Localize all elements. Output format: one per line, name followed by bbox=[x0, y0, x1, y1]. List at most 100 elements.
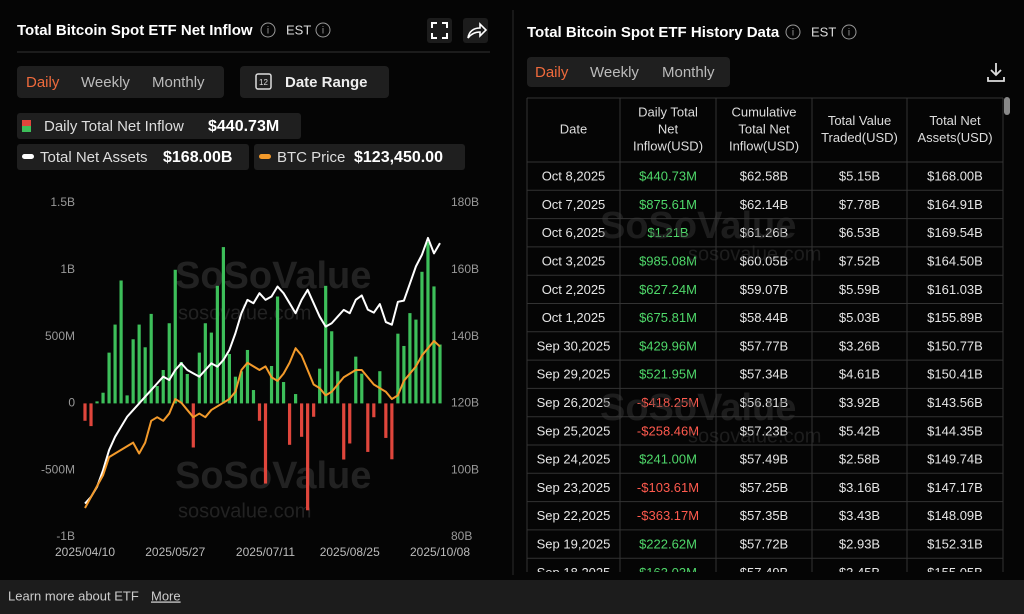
table-cell: $62.14B bbox=[740, 197, 788, 212]
x-tick-label: 2025/10/08 bbox=[410, 545, 470, 559]
table-cell: $57.25B bbox=[740, 480, 788, 495]
bar bbox=[113, 324, 117, 404]
bar bbox=[215, 285, 219, 404]
table-cell: Sep 22,2025 bbox=[537, 508, 611, 523]
table-cell: $57.49B bbox=[740, 565, 788, 580]
tab[interactable]: Weekly bbox=[590, 64, 639, 81]
tab[interactable]: Weekly bbox=[81, 74, 130, 91]
table-cell: $3.92B bbox=[839, 395, 880, 410]
y2-tick-label: 160B bbox=[451, 262, 479, 276]
column-header: Date bbox=[560, 121, 587, 136]
tab[interactable]: Daily bbox=[535, 64, 569, 81]
bar bbox=[287, 403, 292, 445]
scrollbar[interactable] bbox=[1004, 97, 1010, 115]
date-range-button[interactable] bbox=[240, 66, 389, 98]
bar bbox=[221, 247, 225, 404]
info-icon[interactable] bbox=[315, 22, 331, 38]
y-tick-label: 0 bbox=[68, 396, 75, 410]
table-cell: Sep 30,2025 bbox=[537, 338, 611, 353]
table-cell: $168.00B bbox=[927, 169, 983, 184]
info-icon[interactable] bbox=[260, 22, 276, 38]
table-cell: $164.50B bbox=[927, 253, 983, 268]
bar bbox=[318, 368, 322, 404]
x-tick-label: 2025/08/25 bbox=[320, 545, 380, 559]
bar bbox=[149, 313, 153, 404]
table-cell: $5.59B bbox=[839, 282, 880, 297]
table-cell: $429.96M bbox=[639, 338, 697, 353]
table-cell: $521.95M bbox=[639, 367, 697, 382]
table-cell: $3.43B bbox=[839, 508, 880, 523]
expand-button[interactable] bbox=[427, 18, 452, 43]
bar bbox=[372, 403, 376, 418]
table-cell: $149.74B bbox=[927, 452, 983, 467]
info-icon[interactable] bbox=[785, 24, 801, 40]
legend-label: BTC Price bbox=[277, 149, 345, 166]
download-icon[interactable] bbox=[987, 63, 1005, 82]
bar bbox=[408, 313, 412, 404]
table-cell: $5.03B bbox=[839, 310, 880, 325]
table-cell: -$258.46M bbox=[637, 423, 699, 438]
table-cell: Sep 26,2025 bbox=[537, 395, 611, 410]
table-cell: $3.26B bbox=[839, 338, 880, 353]
bar bbox=[432, 286, 436, 404]
legend-icon bbox=[22, 126, 31, 132]
legend-item[interactable] bbox=[17, 144, 249, 170]
bar bbox=[438, 344, 442, 404]
bar bbox=[191, 403, 195, 448]
bar bbox=[197, 352, 201, 404]
table-cell: $163.03M bbox=[639, 565, 697, 580]
bar bbox=[306, 403, 310, 511]
line bbox=[84, 236, 441, 505]
table-cell: $155.05B bbox=[927, 565, 983, 580]
y-tick-label: 1.5B bbox=[50, 195, 75, 209]
table-cell: Sep 24,2025 bbox=[537, 452, 611, 467]
legend-item[interactable] bbox=[254, 144, 465, 170]
bar bbox=[101, 392, 105, 404]
column-header: Total Net bbox=[929, 113, 981, 128]
y2-tick-label: 80B bbox=[451, 529, 472, 543]
tab-group bbox=[17, 66, 224, 98]
bar bbox=[263, 403, 268, 484]
timezone: EST bbox=[811, 24, 836, 39]
tab[interactable]: Daily bbox=[26, 74, 60, 91]
bar bbox=[227, 353, 232, 404]
table-cell: $627.24M bbox=[639, 282, 697, 297]
y2-tick-label: 140B bbox=[451, 329, 479, 343]
watermark: sosovalue.com bbox=[178, 500, 311, 522]
y-tick-label: 500M bbox=[45, 329, 75, 343]
table-cell: $60.05B bbox=[740, 253, 788, 268]
table-cell: $241.00M bbox=[639, 452, 697, 467]
table-cell: $985.08M bbox=[639, 253, 697, 268]
bar bbox=[360, 373, 364, 404]
legend-label: Total Net Assets bbox=[40, 149, 148, 166]
bar bbox=[275, 296, 280, 404]
table-cell: $161.03B bbox=[927, 282, 983, 297]
table-cell: Oct 1,2025 bbox=[542, 310, 606, 325]
bar bbox=[161, 370, 165, 404]
column-header: Daily Total bbox=[638, 104, 698, 119]
info-icon[interactable] bbox=[841, 24, 857, 40]
table-cell: $3.45B bbox=[839, 565, 880, 580]
calendar-glyph: 12 bbox=[259, 78, 268, 87]
column-header: Traded(USD) bbox=[821, 130, 898, 145]
tab[interactable]: Monthly bbox=[152, 74, 205, 91]
chart-title: Total Bitcoin Spot ETF Net Inflow bbox=[17, 22, 253, 39]
watermark: SoSoValue bbox=[175, 255, 371, 297]
footer-link[interactable]: More bbox=[151, 588, 181, 603]
bar bbox=[185, 374, 189, 404]
share-button[interactable] bbox=[463, 18, 488, 43]
watermark: SoSoValue bbox=[600, 387, 796, 429]
bar bbox=[336, 371, 340, 404]
table-cell: Oct 2,2025 bbox=[542, 282, 606, 297]
table-cell: $57.34B bbox=[740, 367, 788, 382]
y2-tick-label: 180B bbox=[451, 195, 479, 209]
table-cell: $1.21B bbox=[647, 225, 688, 240]
table-cell: $4.61B bbox=[839, 367, 880, 382]
bar bbox=[396, 333, 400, 404]
table-cell: -$363.17M bbox=[637, 508, 699, 523]
bar bbox=[137, 324, 141, 404]
legend-item[interactable] bbox=[17, 113, 301, 139]
x-tick-label: 2025/07/11 bbox=[236, 545, 295, 559]
column-header: Net bbox=[658, 121, 679, 136]
tab[interactable]: Monthly bbox=[662, 64, 715, 81]
